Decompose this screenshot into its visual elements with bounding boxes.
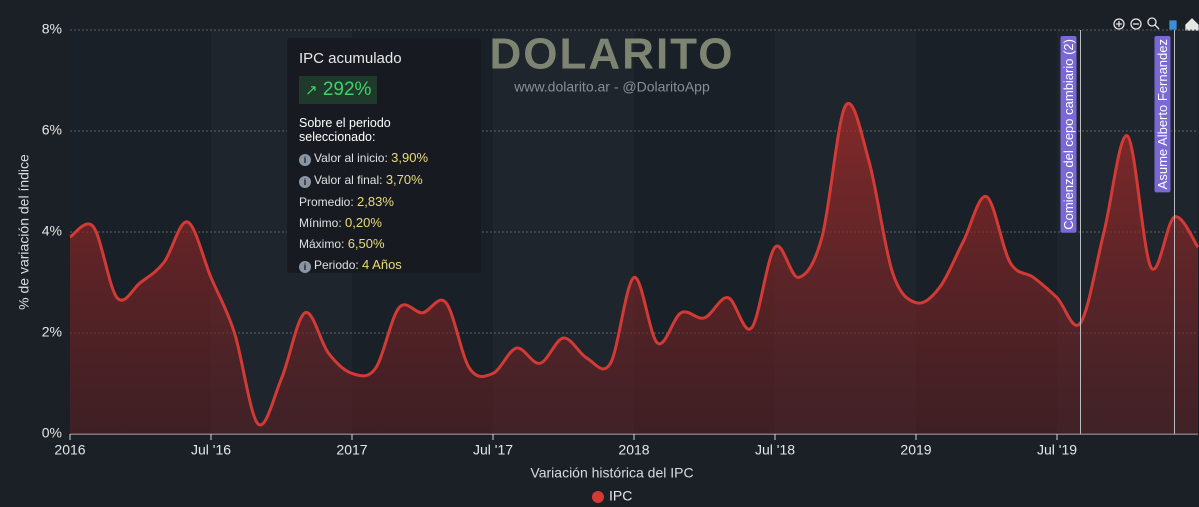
legend-label: IPC [609, 488, 632, 504]
y-tick-label: 6% [42, 122, 62, 138]
stats-rows: i Valor al inicio: 3,90% i Valor al final: … [299, 150, 469, 273]
stats-total-box: ↗ 292% [299, 76, 378, 104]
stats-value: 3,70% [385, 172, 423, 187]
toolbar[interactable] [1113, 17, 1199, 31]
info-icon: i [299, 154, 311, 166]
stats-label: Máximo: [299, 237, 345, 251]
y-tick-label: 8% [42, 21, 62, 37]
y-tick-label: 0% [42, 425, 62, 441]
x-tick-label: Jul '17 [473, 442, 513, 458]
x-tick-label: 2017 [336, 442, 367, 458]
stats-row: Máximo: 6,50% [299, 236, 469, 251]
annotation-box [1154, 36, 1171, 193]
stats-label: Valor al inicio: [314, 151, 388, 165]
pan[interactable] [1169, 20, 1177, 30]
x-tick-label: 2018 [618, 442, 649, 458]
annotation-label: Asume Alberto Fernandez [1154, 36, 1171, 193]
stats-label: Mínimo: [299, 216, 342, 230]
legend-marker [592, 491, 604, 503]
reset[interactable] [1185, 18, 1199, 31]
area [70, 103, 1198, 435]
stats-total: 292% [322, 79, 372, 100]
stats-row: i Periodo: 4 Años [299, 257, 469, 273]
annotation-label: Comienzo del cepo cambiario (2) [1060, 36, 1077, 233]
x-tick-label: Jul '16 [191, 442, 231, 458]
stats-row: i Valor al final: 3,70% [299, 172, 469, 188]
stats-value: 4 Años [362, 257, 402, 272]
zoom-in[interactable] [1113, 18, 1125, 30]
x-axis-title: Variación histórica del IPC [530, 465, 693, 481]
line [69, 101, 1199, 427]
x-tick-label: 2016 [54, 442, 85, 458]
y-tick-label: 2% [42, 324, 62, 340]
annotation-box [1060, 36, 1077, 233]
x-tick-label: Jul '19 [1037, 442, 1077, 458]
stats-value: 2,83% [357, 194, 394, 209]
y-tick-label: 4% [42, 223, 62, 239]
stats-row: Mínimo: 0,20% [299, 215, 469, 230]
zoom-out[interactable] [1130, 18, 1142, 30]
annotation-text: Asume Alberto Fernandez [1155, 39, 1170, 189]
stats-value: 3,90% [391, 150, 429, 165]
stats-subtitle: Sobre el periodo seleccionado: [299, 116, 391, 144]
stats-title: IPC acumulado [299, 50, 402, 67]
x-tick-label: Jul '18 [755, 442, 795, 458]
watermark-title: DOLARITO [490, 30, 735, 79]
stats-box: IPC acumulado ↗ 292% Sobre el periodo se… [287, 38, 481, 273]
info-icon: i [299, 261, 311, 273]
stats-label: Periodo: [314, 258, 359, 272]
stats-label: Valor al final: [314, 173, 383, 187]
annotation-text: Comienzo del cepo cambiario (2) [1061, 39, 1076, 230]
zoom[interactable] [1147, 17, 1157, 27]
x-tick-label: 2019 [900, 442, 931, 458]
watermark-subtitle: www.dolarito.ar - @DolaritoApp [513, 79, 710, 95]
y-axis-title: % de variación del índice [16, 154, 32, 310]
stats-value: 6,50% [347, 236, 385, 251]
stats-row: Promedio: 2,83% [299, 194, 469, 209]
stats-row: i Valor al inicio: 3,90% [299, 150, 469, 166]
stats-label: Promedio: [299, 195, 354, 209]
stats-value: 0,20% [345, 215, 382, 230]
info-icon: i [299, 176, 311, 188]
